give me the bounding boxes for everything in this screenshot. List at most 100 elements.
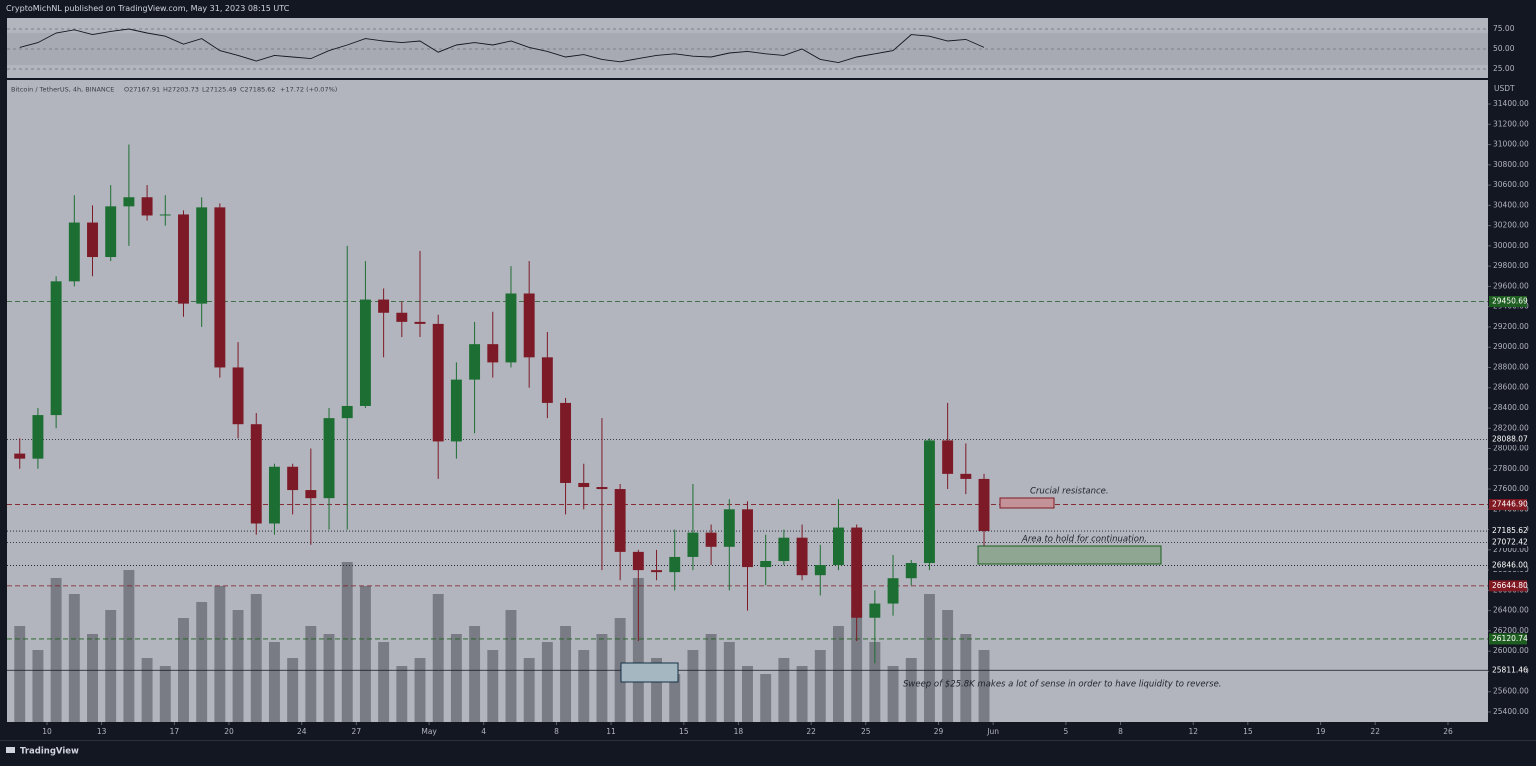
candle-body xyxy=(68,222,80,282)
x-tick-label: May xyxy=(421,727,437,736)
candle-body xyxy=(196,207,208,304)
ohlc-open: O27167.91 xyxy=(124,86,160,94)
level-label: 27072.42 xyxy=(1492,538,1528,547)
rsi-line xyxy=(19,28,985,64)
volume-bar xyxy=(523,658,535,722)
candle-body xyxy=(432,323,444,442)
candle-body xyxy=(760,560,772,568)
volume-bar xyxy=(978,650,990,722)
x-tick-label: 17 xyxy=(170,727,180,736)
volume-bar xyxy=(214,586,226,722)
volume-bar xyxy=(341,562,353,722)
x-tick-label: 10 xyxy=(42,727,52,736)
resistance-box xyxy=(999,497,1055,509)
candle-body xyxy=(887,578,899,604)
rsi-tick-label: 75.00 xyxy=(1493,24,1515,33)
level-label-bg xyxy=(1489,434,1527,446)
x-tick-label: 27 xyxy=(352,727,362,736)
volume-bar xyxy=(68,594,80,722)
volume-bar xyxy=(305,626,317,722)
candle-body xyxy=(159,214,171,216)
volume-bar xyxy=(851,610,863,722)
x-tick-label: 12 xyxy=(1188,727,1198,736)
candle-body xyxy=(923,440,935,564)
x-tick-label: 4 xyxy=(481,727,486,736)
sweep-box xyxy=(620,662,679,683)
y-tick-label: 26200.00 xyxy=(1493,626,1529,635)
y-tick-label: 31400.00 xyxy=(1493,99,1529,108)
y-tick-label: 30600.00 xyxy=(1493,180,1529,189)
x-tick-label: 22 xyxy=(806,727,816,736)
volume-bar xyxy=(705,634,717,722)
y-tick-label: 30200.00 xyxy=(1493,221,1529,230)
level-label-bg xyxy=(1489,559,1527,571)
candle-body xyxy=(723,509,735,547)
candle-body xyxy=(669,556,681,573)
volume-bar xyxy=(869,642,881,722)
x-tick-label: 25 xyxy=(861,727,871,736)
ohlc-high: H27203.73 xyxy=(163,86,199,94)
volume-bar xyxy=(942,610,954,722)
candle-body xyxy=(123,197,135,207)
annotation: Sweep of $25.8K makes a lot of sense in … xyxy=(903,680,1222,690)
candle-body xyxy=(869,603,881,618)
currency: USDT xyxy=(1494,84,1515,93)
candle-body xyxy=(341,405,353,419)
candle-body xyxy=(378,299,390,313)
y-tick-label: 28400.00 xyxy=(1493,403,1529,412)
volume-bar xyxy=(141,658,153,722)
y-tick-label: 29000.00 xyxy=(1493,342,1529,351)
logo xyxy=(6,747,15,753)
x-tick-label: 5 xyxy=(1064,727,1069,736)
level-label: 26846.00 xyxy=(1492,560,1528,569)
volume-bar xyxy=(50,578,62,722)
volume-bar xyxy=(742,666,753,722)
level-label: 27185.62 xyxy=(1492,526,1528,535)
candle-body xyxy=(942,440,954,474)
level-label: 28088.07 xyxy=(1492,435,1528,444)
volume-bar xyxy=(378,642,390,722)
volume-bar xyxy=(760,674,772,722)
candle-body xyxy=(214,207,226,368)
y-tick-label: 28800.00 xyxy=(1493,362,1529,371)
volume-bar xyxy=(833,626,844,722)
level-label-bg xyxy=(1489,537,1527,549)
y-tick-label: 27800.00 xyxy=(1493,464,1529,473)
volume-bar xyxy=(196,602,208,722)
y-tick-label: 30800.00 xyxy=(1493,160,1529,169)
candle-body xyxy=(578,482,590,488)
candle-body xyxy=(651,570,662,573)
y-tick-label: 29800.00 xyxy=(1493,261,1529,270)
x-tick-label: 15 xyxy=(679,727,689,736)
y-tick-label: 25400.00 xyxy=(1493,707,1529,716)
volume-bar xyxy=(396,666,408,722)
level-label-bg xyxy=(1489,633,1527,645)
candle-body xyxy=(105,206,117,258)
volume-bar xyxy=(541,642,553,722)
y-tick-label: 29200.00 xyxy=(1493,322,1529,331)
rsi-tick-label: 25.00 xyxy=(1493,64,1515,73)
volume-bar xyxy=(469,626,481,722)
volume-bar xyxy=(505,610,517,722)
candle-body xyxy=(414,321,426,324)
candle-body xyxy=(978,478,990,532)
level-label: 26644.80 xyxy=(1492,581,1528,590)
level-label-bg xyxy=(1489,499,1527,511)
volume-bar xyxy=(323,634,335,722)
x-tick-label: Jun xyxy=(986,727,999,736)
volume-bar xyxy=(14,626,26,722)
ohlc-change: +17.72 (+0.07%) xyxy=(280,86,337,94)
candle-body xyxy=(560,402,572,483)
volume-bar xyxy=(796,666,808,722)
candle-body xyxy=(742,509,753,568)
annotation: Crucial resistance. xyxy=(1030,487,1109,497)
x-tick-label: 22 xyxy=(1370,727,1380,736)
y-tick-label: 29600.00 xyxy=(1493,281,1529,290)
y-tick-label: 26000.00 xyxy=(1493,646,1529,655)
candle-body xyxy=(14,453,26,459)
y-tick-label: 27000.00 xyxy=(1493,545,1529,554)
volume-bar xyxy=(632,578,644,722)
volume-bar xyxy=(414,658,426,722)
volume-bar xyxy=(32,650,44,722)
candle-body xyxy=(268,466,280,524)
